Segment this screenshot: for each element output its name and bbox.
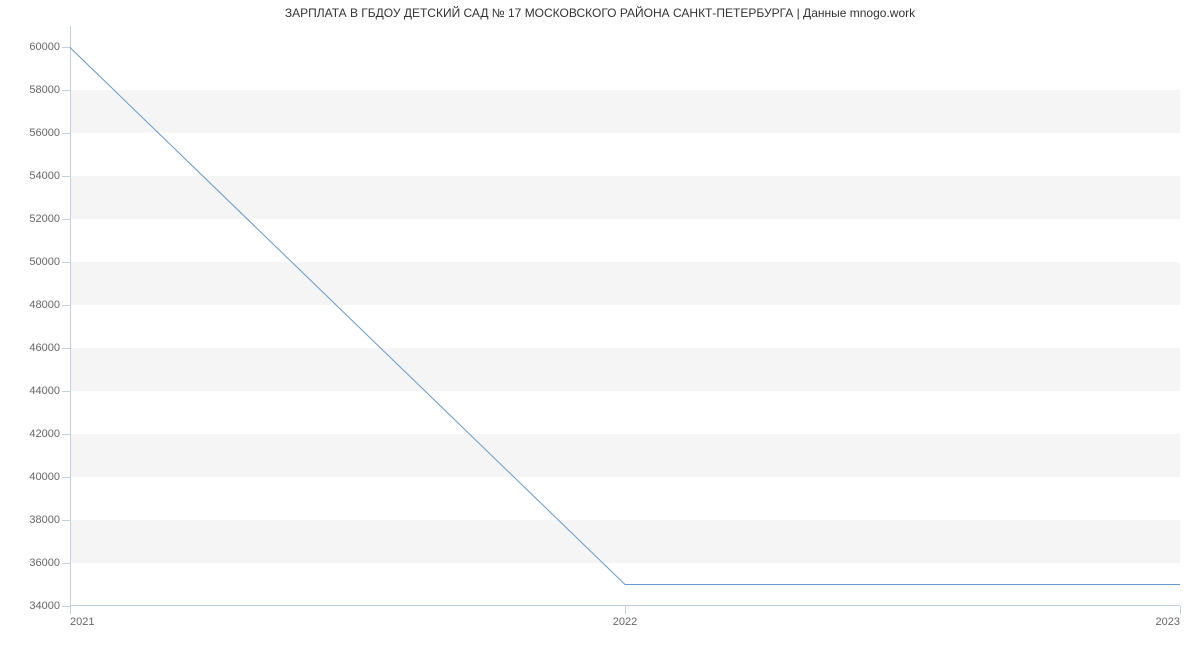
y-tick-label: 36000 bbox=[29, 557, 60, 569]
y-tick-label: 54000 bbox=[29, 170, 60, 182]
x-tick-label: 2021 bbox=[70, 616, 94, 628]
y-tick-label: 40000 bbox=[29, 471, 60, 483]
x-tick bbox=[625, 606, 626, 614]
y-tick-label: 60000 bbox=[29, 41, 60, 53]
y-tick-label: 48000 bbox=[29, 299, 60, 311]
chart-title: ЗАРПЛАТА В ГБДОУ ДЕТСКИЙ САД № 17 МОСКОВ… bbox=[0, 6, 1200, 20]
x-tick-label: 2023 bbox=[1156, 616, 1180, 628]
y-tick bbox=[62, 176, 70, 177]
line-series bbox=[70, 26, 1180, 606]
y-tick-label: 46000 bbox=[29, 342, 60, 354]
y-tick bbox=[62, 90, 70, 91]
y-tick-label: 44000 bbox=[29, 385, 60, 397]
x-tick-label: 2022 bbox=[613, 616, 637, 628]
y-tick-label: 50000 bbox=[29, 256, 60, 268]
y-tick bbox=[62, 477, 70, 478]
y-tick-label: 56000 bbox=[29, 127, 60, 139]
y-tick-label: 34000 bbox=[29, 600, 60, 612]
y-tick bbox=[62, 219, 70, 220]
y-tick-label: 38000 bbox=[29, 514, 60, 526]
y-tick-label: 52000 bbox=[29, 213, 60, 225]
x-tick bbox=[70, 606, 71, 614]
y-tick bbox=[62, 47, 70, 48]
y-tick bbox=[62, 520, 70, 521]
y-tick bbox=[62, 262, 70, 263]
data-polyline bbox=[70, 47, 1180, 584]
plot-area: 3400036000380004000042000440004600048000… bbox=[70, 26, 1180, 606]
y-tick bbox=[62, 305, 70, 306]
x-tick bbox=[1180, 606, 1181, 614]
y-tick bbox=[62, 391, 70, 392]
y-tick-label: 58000 bbox=[29, 84, 60, 96]
y-tick bbox=[62, 348, 70, 349]
y-tick bbox=[62, 563, 70, 564]
y-tick-label: 42000 bbox=[29, 428, 60, 440]
salary-chart: ЗАРПЛАТА В ГБДОУ ДЕТСКИЙ САД № 17 МОСКОВ… bbox=[0, 0, 1200, 650]
y-tick bbox=[62, 606, 70, 607]
y-tick bbox=[62, 434, 70, 435]
y-tick bbox=[62, 133, 70, 134]
